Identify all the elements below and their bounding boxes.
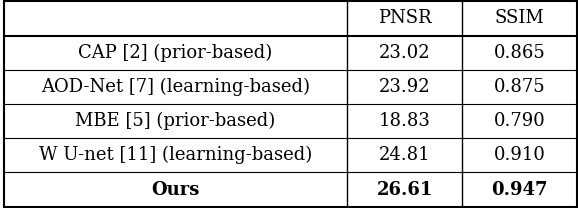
Text: 24.81: 24.81 [379,146,431,164]
Text: PNSR: PNSR [378,10,432,27]
Text: 0.865: 0.865 [494,44,545,62]
Text: CAP [2] (prior-based): CAP [2] (prior-based) [79,43,273,62]
Text: W U-net [11] (learning-based): W U-net [11] (learning-based) [39,146,312,165]
Text: SSIM: SSIM [494,10,544,27]
Text: AOD-Net [7] (learning-based): AOD-Net [7] (learning-based) [41,78,310,96]
Text: 0.947: 0.947 [491,181,547,198]
Text: 23.02: 23.02 [379,44,431,62]
Text: 26.61: 26.61 [376,181,433,198]
Text: 0.910: 0.910 [494,146,545,164]
Text: 0.790: 0.790 [494,112,545,130]
Text: MBE [5] (prior-based): MBE [5] (prior-based) [75,112,276,130]
Text: 18.83: 18.83 [379,112,431,130]
Text: 0.875: 0.875 [494,78,545,96]
Text: Ours: Ours [151,181,200,198]
Text: 23.92: 23.92 [379,78,431,96]
